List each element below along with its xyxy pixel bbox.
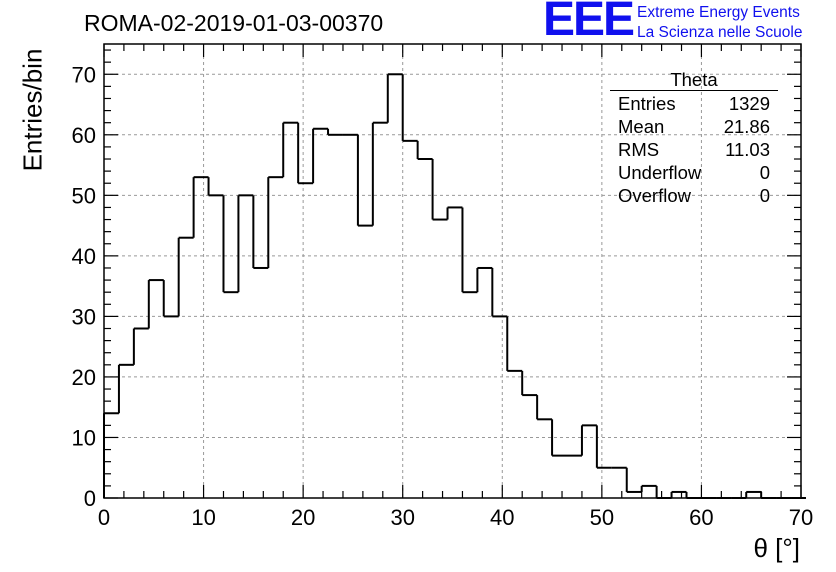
stats-row-mean: Mean 21.86 <box>610 115 778 138</box>
stats-row-overflow: Overflow 0 <box>610 184 778 207</box>
histogram-bin <box>222 195 239 294</box>
histogram-bin <box>536 395 553 421</box>
histogram-bin <box>580 424 597 456</box>
histogram-bin <box>745 490 762 498</box>
x-tick-label: 10 <box>191 505 215 530</box>
histogram-bin <box>655 485 672 499</box>
histogram-bin <box>282 121 299 178</box>
histogram-bin <box>117 363 134 414</box>
y-tick-label: 50 <box>72 183 96 208</box>
stats-label: Mean <box>618 116 665 137</box>
grid-lines <box>104 44 801 498</box>
histogram-bin <box>595 425 612 469</box>
y-tick-label: 60 <box>72 123 96 148</box>
y-tick-label: 30 <box>72 304 96 329</box>
stats-box: Theta Entries 1329 Mean 21.86 RMS 11.03 … <box>610 69 778 207</box>
histogram-bin <box>237 194 254 293</box>
x-tick-label: 20 <box>291 505 315 530</box>
histogram-bin <box>461 207 478 294</box>
x-tick-label: 50 <box>590 505 614 530</box>
x-tick-label: 30 <box>390 505 414 530</box>
histogram-bin <box>312 127 329 184</box>
stats-label: Underflow <box>618 162 702 183</box>
y-tick-labels: 0 10 20 30 40 50 60 70 <box>72 62 96 511</box>
histogram-bin <box>491 267 508 318</box>
histogram-bin <box>267 176 284 268</box>
y-tick-label: 20 <box>72 365 96 390</box>
histogram-bin <box>207 177 224 197</box>
histogram-series <box>103 73 806 499</box>
y-tick-label: 10 <box>72 425 96 450</box>
eee-logo: EEE <box>543 0 635 46</box>
stats-value: 0 <box>759 162 770 183</box>
x-axis-label: θ [°] <box>753 533 800 563</box>
stats-row-rms: RMS 11.03 <box>610 138 778 161</box>
stats-value: 11.03 <box>725 139 770 160</box>
stats-label: RMS <box>618 139 660 160</box>
stats-value: 0 <box>759 185 770 206</box>
stats-value: 1329 <box>728 93 770 114</box>
histogram-bin <box>297 122 314 185</box>
histogram-bin <box>446 206 463 220</box>
histogram-bin <box>431 159 448 221</box>
stats-title: Theta <box>610 69 778 91</box>
y-tick-label: 40 <box>72 244 96 269</box>
chart-title: ROMA-02-2019-01-03-00370 <box>84 10 384 36</box>
x-tick-label: 40 <box>490 505 514 530</box>
histogram-bin <box>162 280 179 318</box>
histogram-bin <box>760 491 777 499</box>
histogram-bin <box>401 74 418 142</box>
histogram-bin <box>521 370 538 397</box>
x-tick-label: 60 <box>689 505 713 530</box>
histogram-bin <box>252 195 269 269</box>
y-axis-label: Entries/bin <box>17 48 48 172</box>
histogram-bin <box>132 327 149 365</box>
stats-value: 21.86 <box>723 116 770 137</box>
stats-row-entries: Entries 1329 <box>610 92 778 115</box>
histogram-bin <box>386 73 403 123</box>
stats-label: Overflow <box>618 185 691 206</box>
histogram-bin <box>416 140 433 161</box>
axis-ticks <box>103 44 802 499</box>
x-tick-label: 0 <box>98 505 110 530</box>
histogram-bin <box>685 491 702 499</box>
histogram-bin <box>506 316 523 372</box>
logo-line1: Extreme Energy Events <box>637 4 800 21</box>
histogram-bin <box>476 266 493 293</box>
y-tick-label: 70 <box>72 62 96 87</box>
histogram-bin <box>640 484 657 492</box>
histogram-bin <box>177 236 194 317</box>
histogram-bin <box>625 467 642 493</box>
histogram-bin <box>371 121 388 226</box>
histogram-bin <box>356 134 373 227</box>
stats-row-underflow: Underflow 0 <box>610 161 778 184</box>
logo-caption: Extreme Energy Events La Scienza nelle S… <box>637 3 802 43</box>
histogram-bin <box>327 128 343 136</box>
histogram-bin <box>670 490 687 498</box>
x-tick-label: 70 <box>789 505 813 530</box>
x-tick-labels: 0 10 20 30 40 50 60 70 <box>98 505 813 530</box>
histogram-bin <box>147 279 164 329</box>
histogram-bin <box>103 412 119 498</box>
y-tick-label: 0 <box>84 486 96 511</box>
logo-line2: La Scienza nelle Scuole <box>637 24 803 41</box>
stats-label: Entries <box>618 93 676 114</box>
histogram-bin <box>551 419 568 457</box>
plot-frame <box>103 43 802 499</box>
histogram-bin <box>192 176 209 238</box>
